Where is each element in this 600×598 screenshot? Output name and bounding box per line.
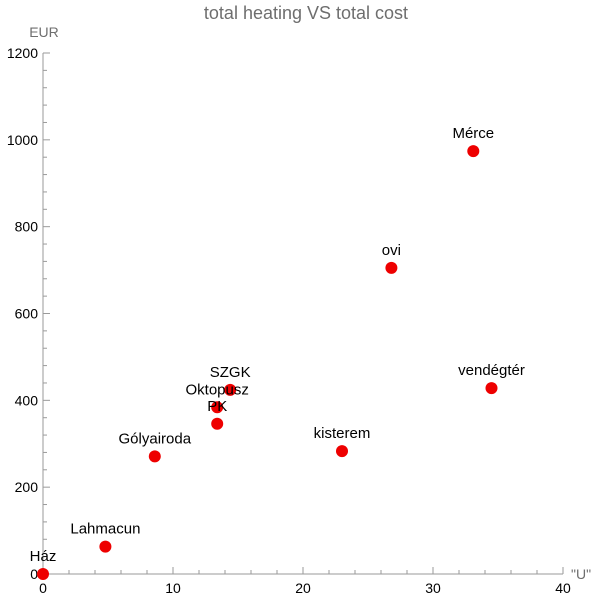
data-point xyxy=(211,401,224,414)
y-tick-label: 600 xyxy=(15,306,39,322)
data-point-label: Mérce xyxy=(452,125,494,142)
y-tick-label: 200 xyxy=(15,479,39,495)
x-tick-label: 20 xyxy=(295,580,311,596)
data-point xyxy=(224,383,237,396)
data-point xyxy=(385,261,398,274)
y-tick-label: 400 xyxy=(15,392,39,408)
y-tick-label: 0 xyxy=(30,566,38,582)
data-point-label: Gólyairoda xyxy=(119,430,192,447)
data-point-label: vendégtér xyxy=(458,362,525,379)
x-tick-label: 40 xyxy=(555,580,571,596)
data-point xyxy=(211,417,224,430)
data-point xyxy=(467,145,480,158)
data-point xyxy=(148,450,161,463)
y-tick-label: 1000 xyxy=(7,132,38,148)
data-point-label: Lahmacun xyxy=(70,521,140,538)
data-point-label: PK xyxy=(207,398,227,415)
x-tick-label: 0 xyxy=(39,580,47,596)
data-point xyxy=(485,382,498,395)
x-tick-label: 30 xyxy=(425,580,441,596)
data-point-label: Oktopusz xyxy=(186,381,249,398)
x-axis-label: "U" xyxy=(571,566,591,582)
data-point xyxy=(37,568,49,580)
x-tick-label: 10 xyxy=(165,580,181,596)
data-point-label: SZGK xyxy=(210,364,251,381)
data-point xyxy=(336,445,348,458)
data-point-label: kisterem xyxy=(314,425,371,442)
data-point-label: Ház xyxy=(30,548,57,565)
data-points xyxy=(37,145,498,580)
data-point xyxy=(99,540,112,553)
data-point-label: ovi xyxy=(382,242,401,259)
y-tick-label: 800 xyxy=(15,219,39,235)
y-axis-label: EUR xyxy=(29,24,59,40)
y-tick-label: 1200 xyxy=(7,45,38,61)
chart-title: total heating VS total cost xyxy=(204,3,408,23)
